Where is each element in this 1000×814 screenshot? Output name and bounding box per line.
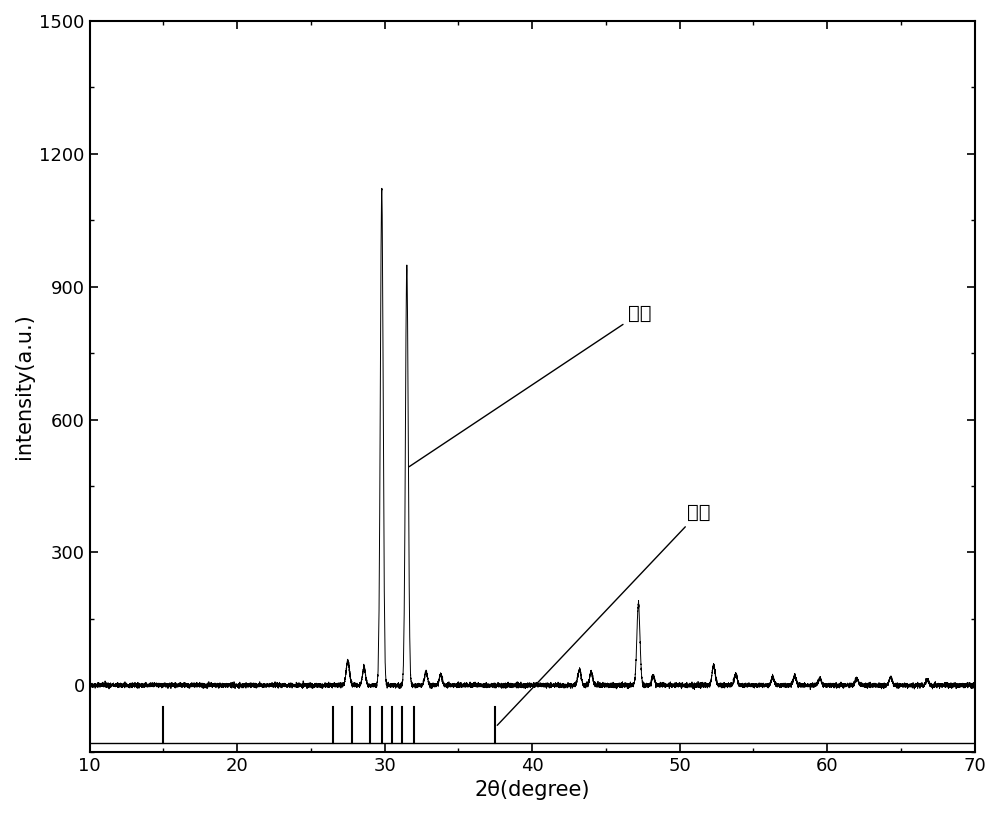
- Y-axis label: intensity(a.u.): intensity(a.u.): [14, 313, 34, 459]
- Text: 标准: 标准: [497, 503, 711, 725]
- X-axis label: 2θ(degree): 2θ(degree): [474, 780, 590, 800]
- Text: 实测: 实测: [409, 304, 652, 466]
